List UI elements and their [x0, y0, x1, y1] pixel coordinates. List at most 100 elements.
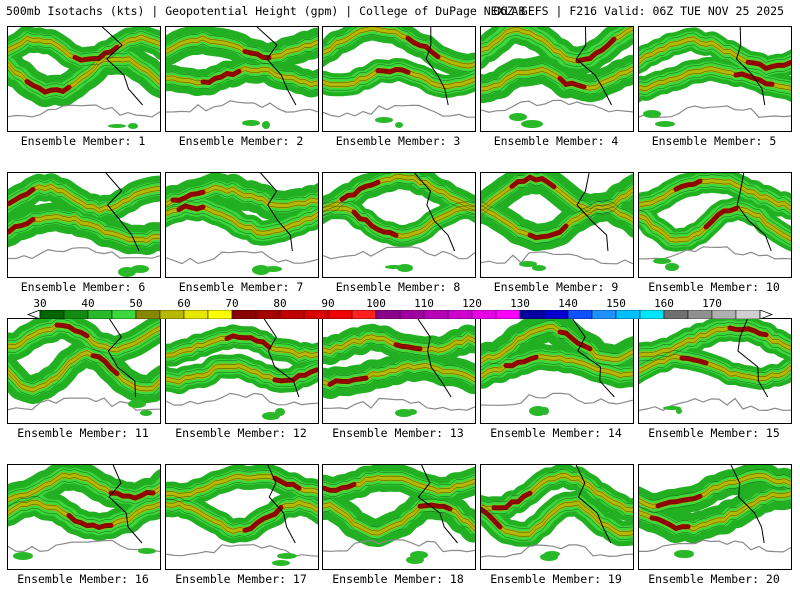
legend-color-swatch: [663, 310, 689, 319]
legend-color-swatch: [87, 310, 113, 319]
ensemble-member-caption: Ensemble Member: 15: [648, 426, 780, 440]
ensemble-map-panel: [7, 172, 161, 278]
legend-tick-label: 70: [225, 297, 239, 310]
ensemble-member-caption: Ensemble Member: 12: [175, 426, 307, 440]
isotach-map: [639, 465, 791, 558]
isotach-map: [166, 27, 318, 129]
legend-tick-label: 60: [177, 297, 191, 310]
ensemble-member-caption: Ensemble Member: 18: [332, 572, 464, 586]
isotach-map: [481, 173, 633, 271]
legend-color-swatch: [231, 310, 257, 319]
legend-color-swatch: [39, 310, 65, 319]
legend-color-swatch: [375, 310, 401, 319]
ensemble-member-caption: Ensemble Member: 14: [490, 426, 622, 440]
isotach-map: [639, 319, 791, 414]
ensemble-member-caption: Ensemble Member: 9: [493, 280, 619, 294]
isotach-map: [8, 319, 160, 416]
ensemble-map-panel: [638, 464, 792, 570]
ensemble-map-panel: [638, 26, 792, 132]
ensemble-map-panel: [638, 318, 792, 424]
legend-color-swatch: [303, 310, 329, 319]
isotach-map: [481, 319, 633, 416]
legend-color-bar: [26, 310, 774, 319]
legend-tick-label: 150: [606, 297, 626, 310]
isotach-map: [639, 27, 791, 127]
ensemble-member-caption: Ensemble Member: 13: [332, 426, 464, 440]
isotach-map: [323, 319, 475, 417]
legend-color-swatch: [639, 310, 665, 319]
legend-tick-label: 40: [81, 297, 95, 310]
isotach-map: [639, 173, 791, 271]
isotach-map: [323, 173, 475, 272]
ensemble-member-caption: Ensemble Member: 11: [17, 426, 149, 440]
isotach-map: [166, 319, 318, 420]
ensemble-map-panel: [322, 464, 476, 570]
ensemble-member-caption: Ensemble Member: 16: [17, 572, 149, 586]
legend-color-swatch: [207, 310, 233, 319]
ensemble-member-caption: Ensemble Member: 4: [493, 134, 619, 148]
ensemble-member-caption: Ensemble Member: 3: [335, 134, 461, 148]
ensemble-member-caption: Ensemble Member: 7: [178, 280, 304, 294]
ensemble-map-panel: [165, 318, 319, 424]
ensemble-member-caption: Ensemble Member: 5: [651, 134, 777, 148]
legend-color-swatch: [471, 310, 497, 319]
ensemble-map-panel: [480, 172, 634, 278]
legend-tick-label: 80: [273, 297, 287, 310]
legend-color-swatch: [279, 310, 305, 319]
legend-tick-label: 110: [414, 297, 434, 310]
ensemble-map-panel: [322, 26, 476, 132]
legend-color-swatch: [111, 310, 137, 319]
legend-color-swatch: [399, 310, 425, 319]
legend-tick-label: 140: [558, 297, 578, 310]
isotach-map: [323, 27, 475, 128]
isotach-map: [166, 173, 318, 275]
ensemble-map-panel: [7, 318, 161, 424]
ensemble-map-panel: [322, 318, 476, 424]
ensemble-member-caption: Ensemble Member: 17: [175, 572, 307, 586]
header-title: 500mb Isotachs (kts) | Geopotential Heig…: [6, 4, 526, 18]
legend-tick-label: 30: [33, 297, 47, 310]
ensemble-member-caption: Ensemble Member: 10: [648, 280, 780, 294]
legend-tick-label: 100: [366, 297, 386, 310]
isotach-map: [8, 173, 160, 277]
legend-color-swatch: [327, 310, 353, 319]
legend-color-swatch: [255, 310, 281, 319]
ensemble-map-panel: [480, 26, 634, 132]
legend-tick-label: 120: [462, 297, 482, 310]
legend-color-swatch: [351, 310, 377, 319]
legend-color-swatch: [135, 310, 161, 319]
color-scale-legend: 30 40 50 60 70 80 90 100 110 120 130 140 150 160 170: [0, 297, 800, 319]
isotach-map: [8, 465, 160, 560]
ensemble-map-panel: [7, 26, 161, 132]
legend-tick-label: 50: [129, 297, 143, 310]
legend-tick-label: 170: [702, 297, 722, 310]
ensemble-member-caption: Ensemble Member: 20: [648, 572, 780, 586]
legend-color-swatch: [567, 310, 593, 319]
isotach-map: [481, 465, 633, 561]
legend-color-swatch: [615, 310, 641, 319]
legend-color-swatch: [687, 310, 713, 319]
legend-tick-label: 90: [321, 297, 335, 310]
legend-color-swatch: [495, 310, 521, 319]
ensemble-map-panel: [165, 172, 319, 278]
ensemble-member-caption: Ensemble Member: 8: [335, 280, 461, 294]
ensemble-map-panel: [7, 464, 161, 570]
isotach-map: [323, 465, 475, 564]
legend-color-swatch: [711, 310, 737, 319]
ensemble-map-panel: [480, 318, 634, 424]
isotach-map: [166, 465, 318, 566]
ensemble-map-panel: [480, 464, 634, 570]
ensemble-member-caption: Ensemble Member: 19: [490, 572, 622, 586]
legend-color-swatch: [735, 310, 761, 319]
legend-color-swatch: [519, 310, 545, 319]
legend-color-swatch: [591, 310, 617, 319]
legend-color-swatch: [159, 310, 185, 319]
ensemble-member-caption: Ensemble Member: 2: [178, 134, 304, 148]
legend-tick-label: 160: [654, 297, 674, 310]
ensemble-map-panel: [165, 26, 319, 132]
legend-color-swatch: [447, 310, 473, 319]
legend-color-swatch: [543, 310, 569, 319]
page-header: 500mb Isotachs (kts) | Geopotential Heig…: [0, 4, 800, 20]
isotach-map: [481, 27, 633, 128]
legend-color-swatch: [423, 310, 449, 319]
